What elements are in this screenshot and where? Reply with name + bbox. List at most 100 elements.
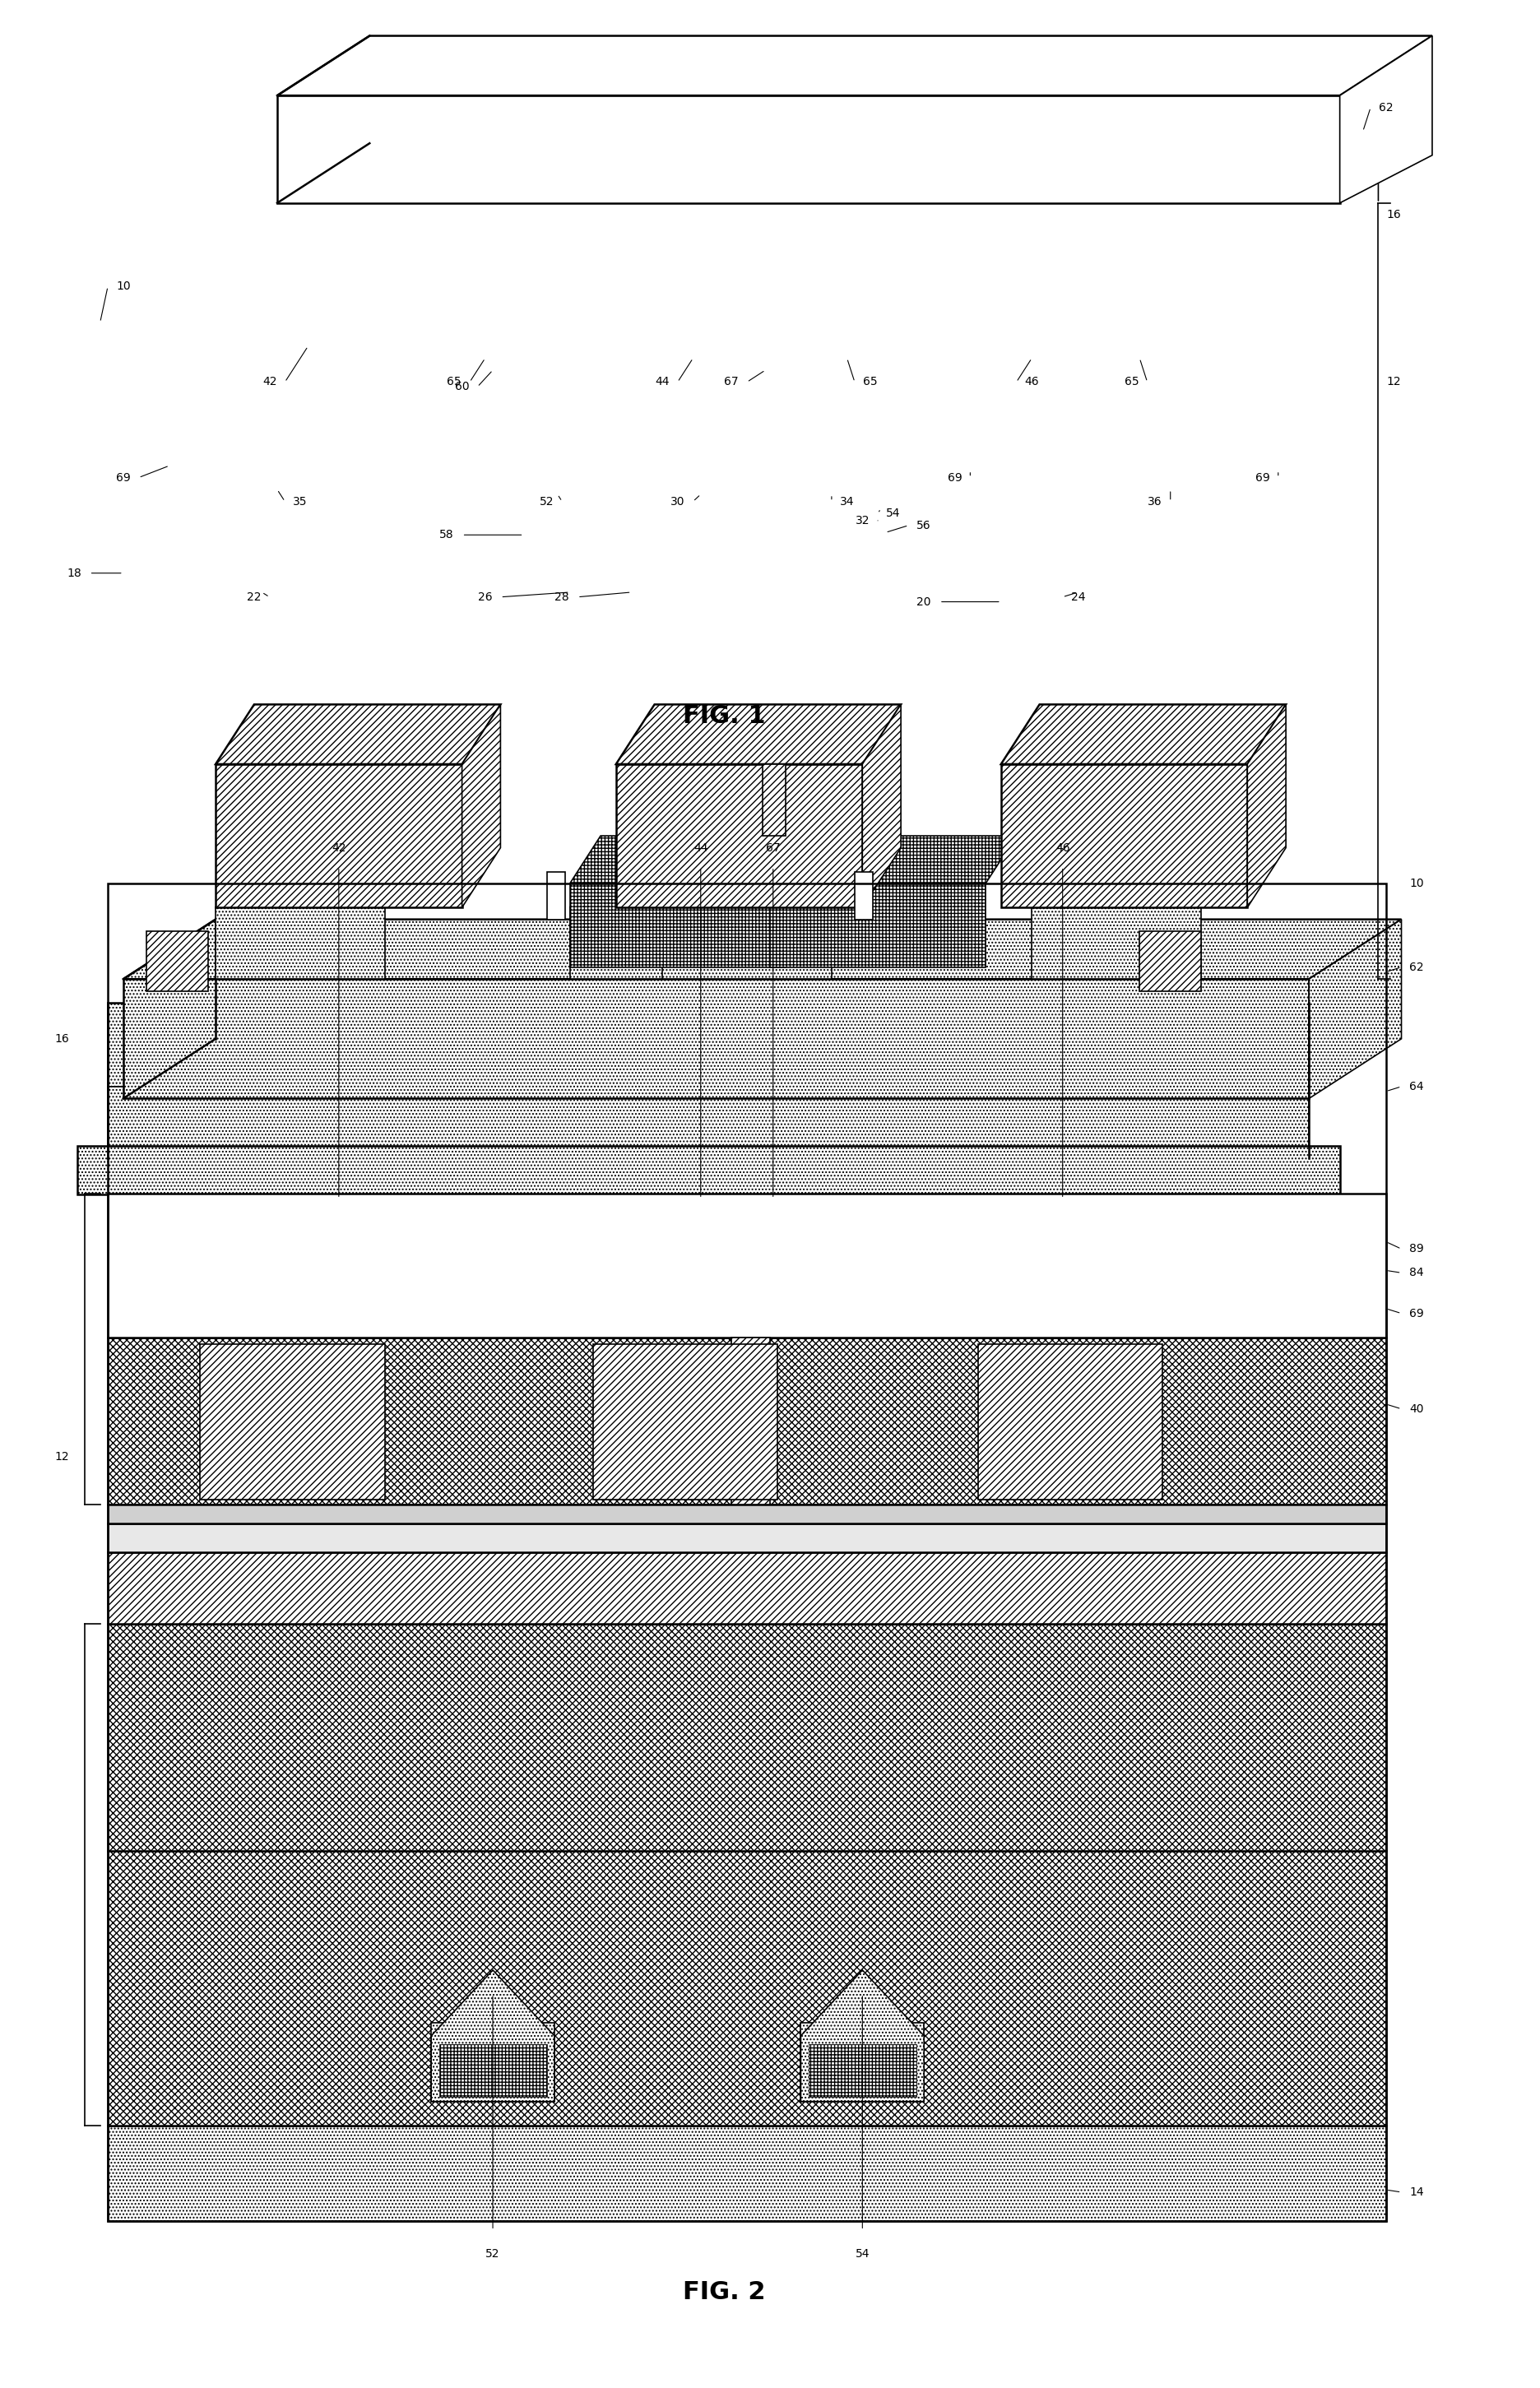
FancyBboxPatch shape: [108, 1337, 1386, 1504]
Polygon shape: [277, 36, 1432, 96]
Polygon shape: [123, 979, 1309, 1098]
Text: 65: 65: [862, 377, 878, 387]
Text: 14: 14: [1409, 2187, 1424, 2197]
Text: 16: 16: [54, 1034, 69, 1044]
FancyBboxPatch shape: [108, 2125, 1386, 2221]
Text: 26: 26: [477, 592, 493, 602]
Text: 42: 42: [331, 843, 346, 853]
FancyBboxPatch shape: [108, 1624, 1386, 1851]
Polygon shape: [431, 1970, 554, 2101]
Polygon shape: [216, 704, 501, 764]
Text: 54: 54: [855, 2249, 870, 2259]
Polygon shape: [662, 848, 870, 907]
Text: 10: 10: [1409, 879, 1424, 888]
Polygon shape: [277, 96, 1340, 203]
Text: 56: 56: [916, 521, 932, 530]
FancyBboxPatch shape: [978, 1344, 1163, 1500]
Text: 42: 42: [262, 377, 277, 387]
Text: 54: 54: [885, 509, 901, 518]
Polygon shape: [1001, 764, 1247, 907]
Text: 69: 69: [947, 473, 962, 482]
Polygon shape: [77, 1146, 1340, 1194]
Text: 44: 44: [654, 377, 670, 387]
Text: 32: 32: [855, 516, 870, 525]
Text: 30: 30: [670, 497, 685, 506]
Text: 16: 16: [1386, 210, 1401, 220]
Text: 28: 28: [554, 592, 570, 602]
Text: 46: 46: [1055, 843, 1070, 853]
FancyBboxPatch shape: [108, 1552, 1386, 1624]
FancyBboxPatch shape: [108, 1504, 1386, 1524]
FancyBboxPatch shape: [593, 1344, 778, 1500]
Polygon shape: [770, 836, 1016, 884]
FancyBboxPatch shape: [431, 2023, 554, 2101]
Text: 52: 52: [539, 497, 554, 506]
Polygon shape: [616, 764, 862, 907]
Text: 20: 20: [916, 597, 932, 607]
Polygon shape: [1032, 907, 1201, 979]
Polygon shape: [770, 884, 986, 967]
Text: 24: 24: [1070, 592, 1086, 602]
FancyBboxPatch shape: [801, 2023, 924, 2101]
Polygon shape: [1309, 919, 1401, 1098]
Text: 89: 89: [1409, 1244, 1424, 1254]
Text: 12: 12: [1386, 377, 1401, 387]
Polygon shape: [862, 704, 901, 907]
Polygon shape: [570, 848, 778, 907]
Polygon shape: [216, 764, 462, 907]
Polygon shape: [1001, 704, 1286, 764]
Text: 67: 67: [765, 843, 781, 853]
Polygon shape: [762, 764, 785, 836]
Text: 69: 69: [1409, 1309, 1424, 1318]
Text: 52: 52: [485, 2249, 500, 2259]
Polygon shape: [801, 1970, 924, 2101]
Text: 12: 12: [54, 1452, 69, 1461]
Polygon shape: [570, 884, 785, 967]
Polygon shape: [616, 704, 901, 764]
Polygon shape: [855, 872, 873, 919]
Polygon shape: [462, 704, 501, 907]
FancyBboxPatch shape: [439, 2044, 547, 2097]
Text: 36: 36: [1147, 497, 1163, 506]
Text: 46: 46: [1024, 377, 1040, 387]
Text: 34: 34: [839, 497, 855, 506]
Polygon shape: [1140, 931, 1201, 991]
Polygon shape: [146, 931, 208, 991]
Text: 69: 69: [1255, 473, 1270, 482]
Polygon shape: [108, 1087, 1309, 1158]
Text: 84: 84: [1409, 1268, 1424, 1278]
Polygon shape: [123, 919, 1401, 979]
Polygon shape: [547, 872, 565, 919]
Text: 64: 64: [1409, 1082, 1424, 1091]
Polygon shape: [1340, 36, 1432, 203]
Text: 65: 65: [447, 377, 462, 387]
Text: 69: 69: [116, 473, 131, 482]
Polygon shape: [108, 1003, 1309, 1087]
Text: 60: 60: [454, 382, 470, 392]
Text: 22: 22: [246, 592, 262, 602]
FancyBboxPatch shape: [108, 1851, 1386, 2125]
FancyBboxPatch shape: [731, 1337, 770, 1504]
Text: 62: 62: [1378, 103, 1394, 112]
FancyBboxPatch shape: [200, 1344, 385, 1500]
Text: 44: 44: [693, 843, 708, 853]
Text: 10: 10: [116, 282, 131, 291]
Polygon shape: [570, 836, 816, 884]
Text: FIG. 1: FIG. 1: [682, 704, 765, 728]
Text: FIG. 2: FIG. 2: [682, 2281, 765, 2304]
Polygon shape: [216, 907, 385, 979]
Text: 62: 62: [1409, 962, 1424, 972]
Text: 58: 58: [439, 530, 454, 540]
Polygon shape: [570, 907, 739, 979]
Text: 18: 18: [66, 568, 82, 578]
Polygon shape: [662, 907, 832, 979]
Polygon shape: [1247, 704, 1286, 907]
FancyBboxPatch shape: [108, 1194, 1386, 1337]
FancyBboxPatch shape: [808, 2044, 916, 2097]
Polygon shape: [1032, 848, 1240, 907]
Text: 35: 35: [293, 497, 308, 506]
Text: 65: 65: [1124, 377, 1140, 387]
Text: 40: 40: [1409, 1404, 1424, 1414]
FancyBboxPatch shape: [108, 1524, 1386, 1552]
Text: 67: 67: [724, 377, 739, 387]
